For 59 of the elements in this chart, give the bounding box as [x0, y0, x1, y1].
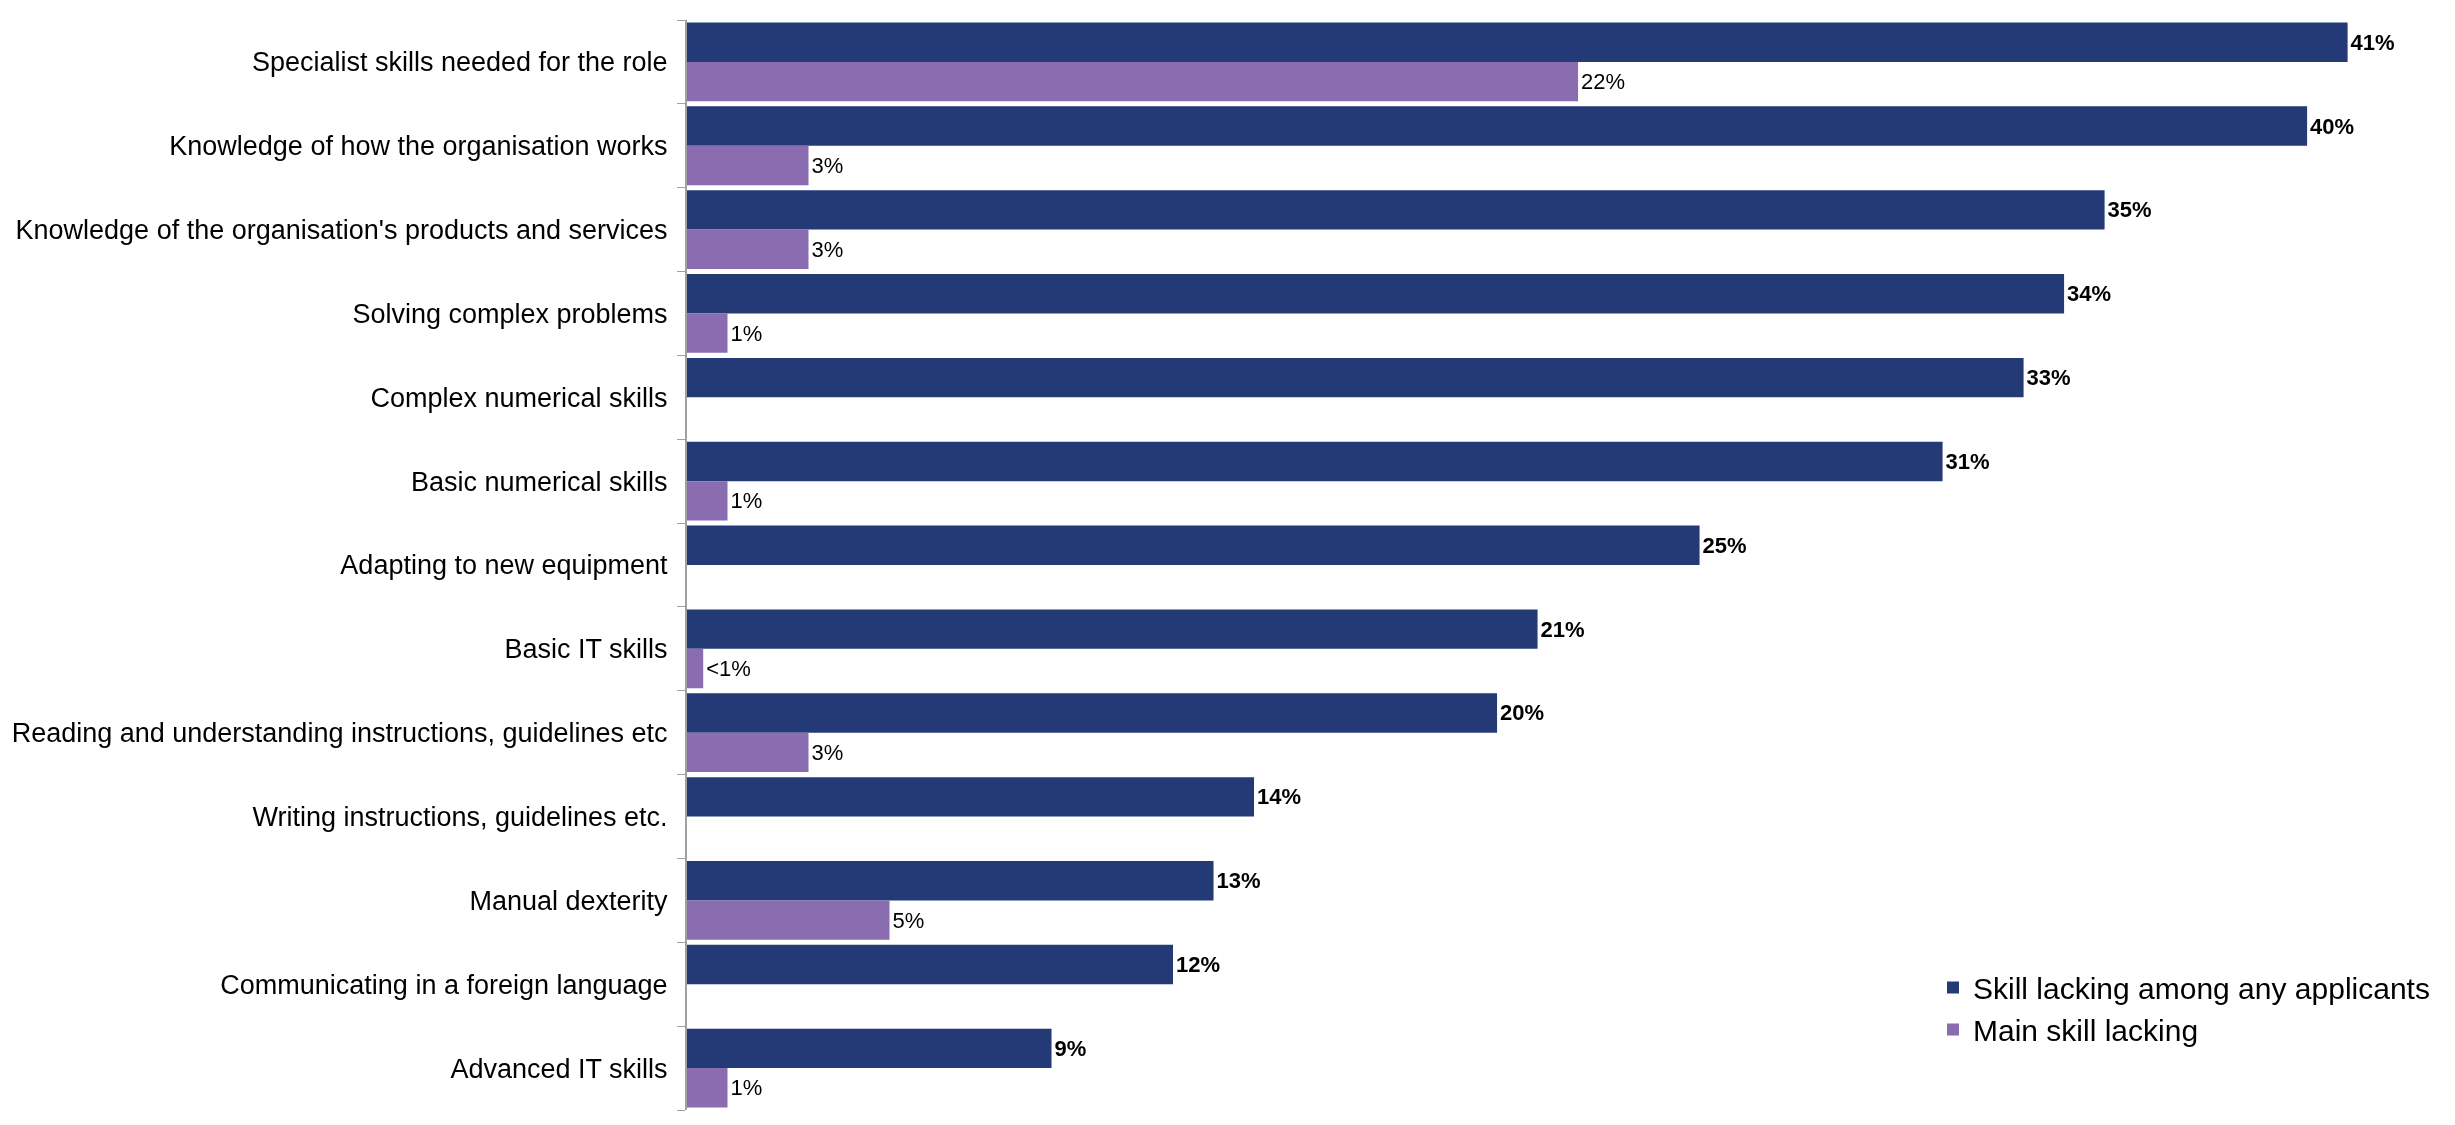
- bar: [687, 1028, 1052, 1069]
- data-label: 3%: [811, 236, 844, 262]
- data-label: 9%: [1054, 1035, 1087, 1061]
- bar: [687, 274, 2065, 314]
- bar: [687, 609, 1538, 649]
- data-label: 3%: [811, 739, 844, 765]
- bar: [687, 229, 809, 270]
- data-label: 21%: [1540, 616, 1585, 642]
- data-label: 1%: [730, 1075, 763, 1101]
- legend-label: Skill lacking among any applicants: [1973, 972, 2430, 1006]
- y-tick-label: Communicating in a foreign language: [220, 969, 668, 1000]
- bar: [687, 357, 2024, 398]
- data-label: 22%: [1581, 69, 1626, 95]
- bar: [687, 900, 890, 940]
- bar: [687, 441, 1943, 482]
- y-tick-label: Knowledge of how the organisation works: [169, 131, 668, 162]
- bar: [687, 481, 728, 521]
- y-tick-label: Basic IT skills: [504, 634, 668, 665]
- data-label: 31%: [1945, 448, 1990, 474]
- legend-label: Main skill lacking: [1973, 1014, 2199, 1048]
- bar: [687, 648, 704, 689]
- data-label: 40%: [2310, 113, 2355, 139]
- y-tick-label: Knowledge of the organisation's products and services: [15, 215, 668, 246]
- bar: [687, 190, 2105, 230]
- data-label: <1%: [706, 656, 751, 682]
- y-tick-label: Solving complex problems: [352, 298, 668, 329]
- data-label: 3%: [811, 152, 844, 178]
- y-tick-label: Adapting to new equipment: [340, 550, 669, 581]
- data-label: 33%: [2026, 365, 2071, 391]
- y-tick-label: Reading and understanding instructions, guidelines etc: [11, 718, 668, 749]
- bar: [687, 732, 809, 773]
- data-label: 13%: [1216, 868, 1261, 894]
- y-tick-label: Specialist skills needed for the role: [251, 47, 668, 78]
- data-label: 41%: [2350, 29, 2395, 55]
- y-tick-label: Complex numerical skills: [370, 382, 668, 413]
- bar: [687, 61, 1579, 102]
- data-label: 20%: [1500, 700, 1545, 726]
- data-label: 14%: [1257, 784, 1302, 810]
- bar: [687, 106, 2308, 146]
- bar: [687, 860, 1214, 901]
- bar: [687, 1068, 728, 1108]
- data-label: 1%: [730, 488, 763, 514]
- y-tick-label: Writing instructions, guidelines etc.: [252, 801, 668, 832]
- data-label: 34%: [2067, 281, 2112, 307]
- bar: [687, 693, 1498, 733]
- data-label: 5%: [892, 907, 925, 933]
- bar: [687, 525, 1700, 565]
- data-label: 25%: [1702, 532, 1747, 558]
- data-label: 35%: [2107, 197, 2152, 223]
- data-label: 12%: [1176, 952, 1221, 978]
- y-tick-label: Advanced IT skills: [450, 1053, 668, 1084]
- y-tick-label: Basic numerical skills: [411, 466, 668, 497]
- bar: [687, 944, 1174, 985]
- bar: [687, 777, 1255, 817]
- data-label: 1%: [730, 320, 763, 346]
- bar: [687, 145, 809, 186]
- bar: [687, 22, 2348, 62]
- y-tick-label: Manual dexterity: [469, 885, 669, 916]
- bar: [687, 313, 728, 353]
